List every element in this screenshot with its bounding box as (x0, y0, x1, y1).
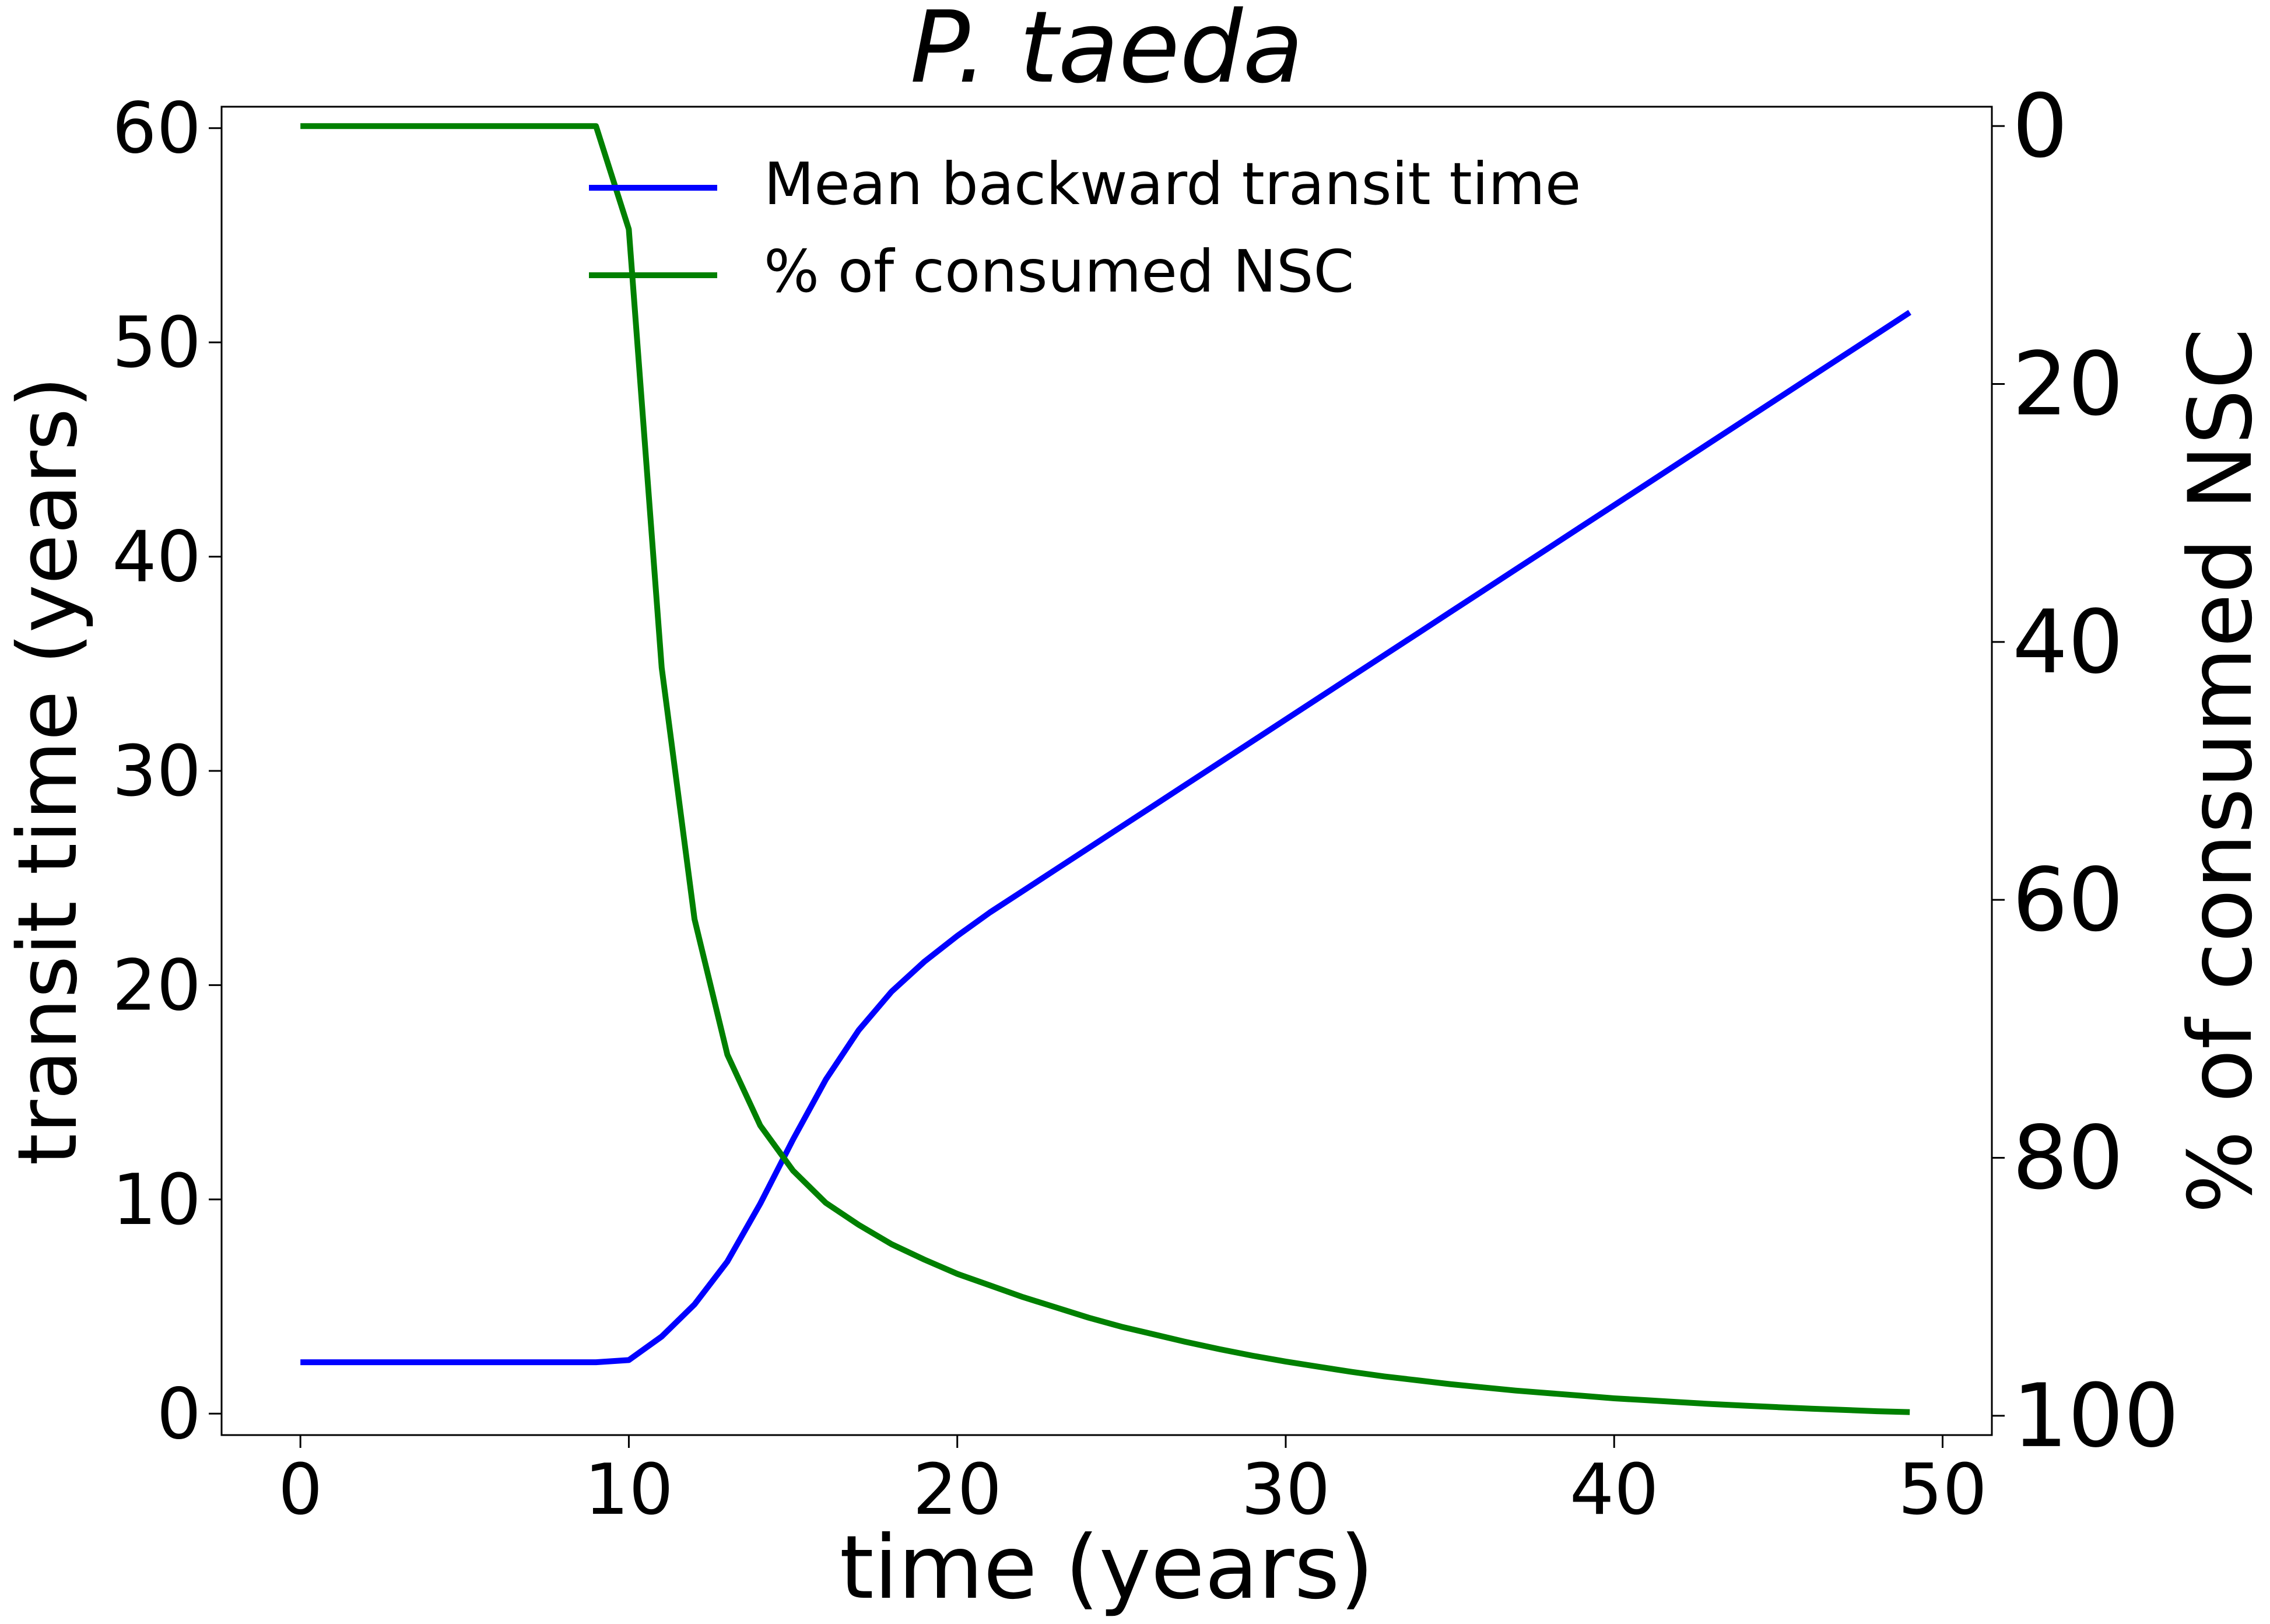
right-y-tick-label: 0 (2012, 76, 2068, 177)
left-y-tick-label: 10 (112, 1160, 201, 1241)
left-y-tick-label: 60 (112, 89, 201, 170)
left-y-tick-label: 30 (112, 731, 201, 812)
chart-title: P. taeda (910, 0, 1304, 106)
legend-label-consumed-nsc: % of consumed NSC (764, 237, 1354, 306)
x-tick-label: 10 (584, 1450, 673, 1531)
left-y-tick-label: 0 (157, 1374, 201, 1455)
legend-label-transit-time: Mean backward transit time (764, 150, 1581, 218)
x-axis-title: time (years) (840, 1517, 1374, 1619)
x-tick-label: 0 (278, 1450, 322, 1531)
left-y-tick-label: 40 (112, 517, 201, 598)
series-line-transit-time (300, 310, 1911, 1366)
right-y-tick-label: 20 (2012, 334, 2124, 436)
x-tick-label: 30 (1241, 1450, 1331, 1531)
series-line-consumed-nsc (300, 123, 1910, 1415)
x-tick-label: 40 (1570, 1450, 1659, 1531)
x-tick-label: 50 (1898, 1450, 1987, 1531)
x-tick-label: 20 (913, 1450, 1002, 1531)
right-y-tick-label: 40 (2012, 592, 2124, 693)
right-y-tick-label: 60 (2012, 850, 2124, 951)
right-y-tick-label: 100 (2012, 1366, 2179, 1467)
right-y-tick-label: 80 (2012, 1107, 2124, 1209)
left-y-axis-ticks: 0 10 20 30 40 50 60 (112, 89, 222, 1455)
x-axis-ticks: 0 10 20 30 40 50 (278, 1435, 1987, 1531)
legend: Mean backward transit time % of consumed… (589, 150, 1581, 306)
plot-lines (300, 123, 1911, 1415)
left-y-axis-title: transit time (years) (1, 376, 96, 1166)
right-y-axis-title: % of consumed NSC (2170, 328, 2270, 1213)
left-y-tick-label: 50 (112, 303, 201, 384)
left-y-tick-label: 20 (112, 945, 201, 1026)
right-y-axis-ticks: 0 20 40 60 80 100 (1992, 76, 2179, 1467)
